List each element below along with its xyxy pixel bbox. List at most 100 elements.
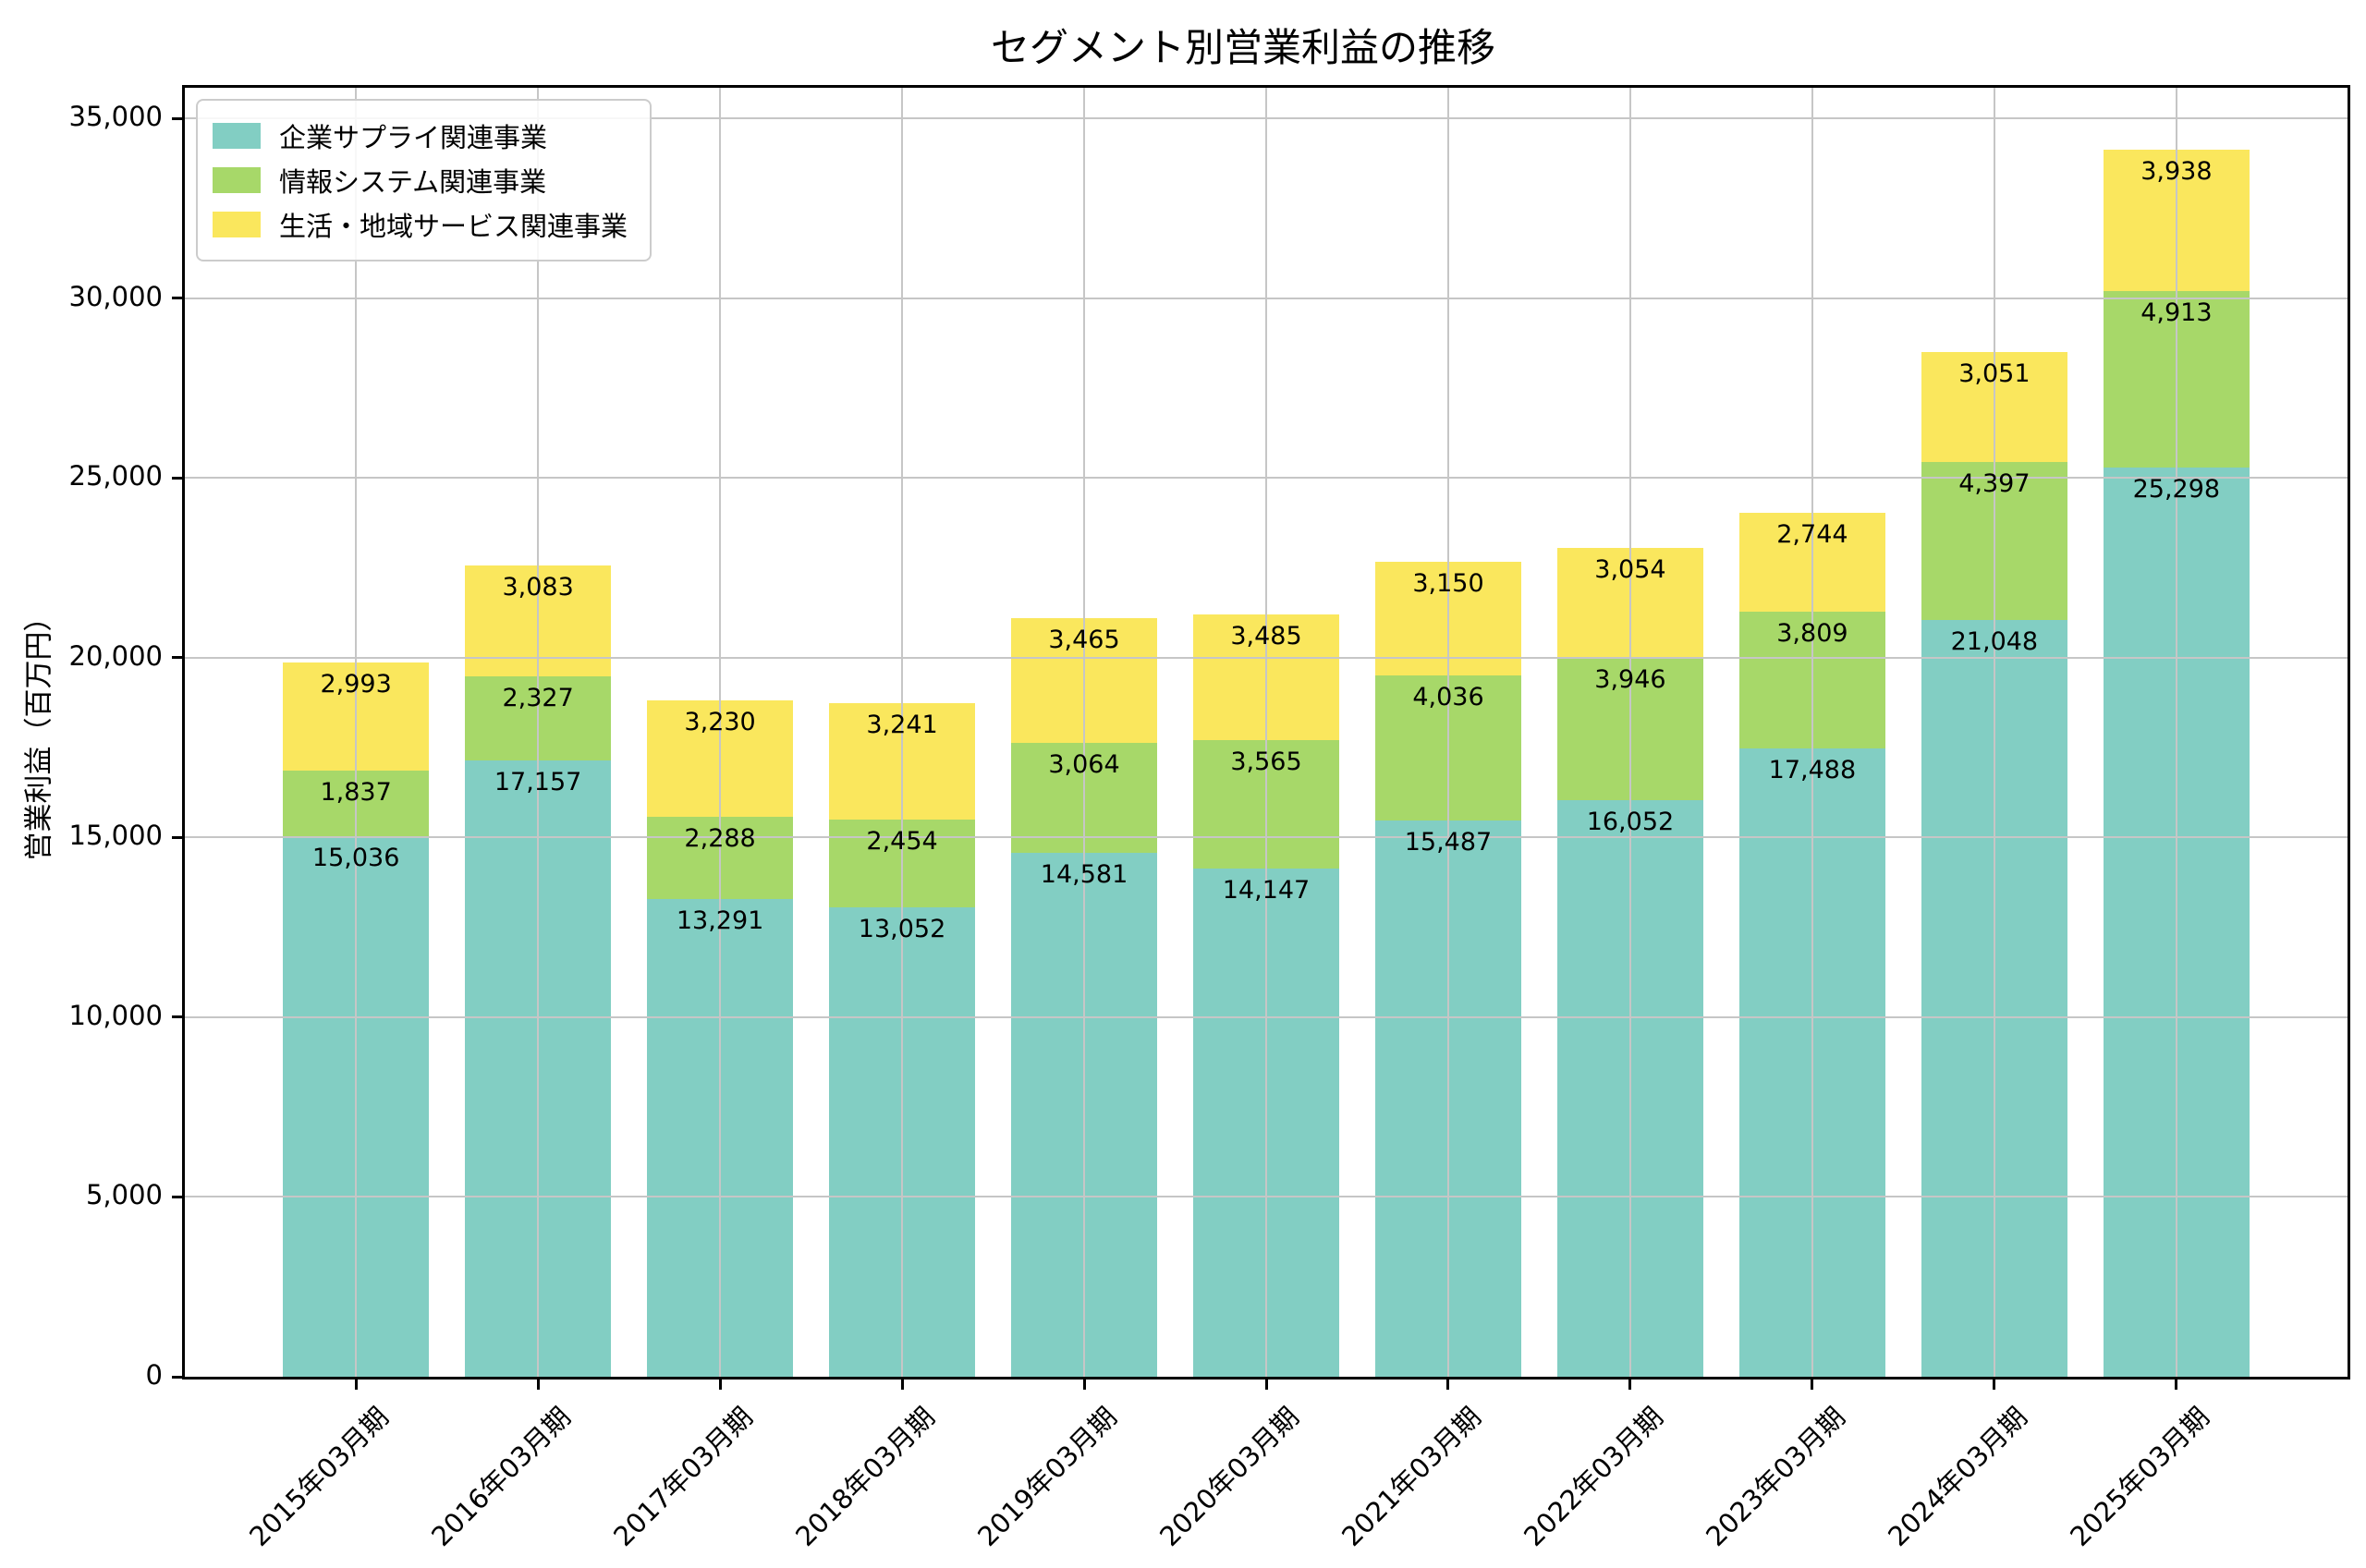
y-tick-mark	[172, 297, 185, 300]
y-tick-label: 0	[145, 1359, 163, 1391]
bar-value-label: 3,230	[684, 708, 756, 737]
bar-value-label: 3,083	[502, 573, 574, 602]
bar-value-label: 3,054	[1594, 555, 1666, 585]
y-tick-mark	[172, 1195, 185, 1198]
grid-line-vertical	[901, 88, 904, 1377]
y-tick-label: 10,000	[68, 999, 163, 1031]
y-tick-mark	[172, 1015, 185, 1019]
legend-label: 情報システム関連事業	[279, 166, 547, 198]
legend-item: 生活・地域サービス関連事業	[213, 202, 628, 247]
grid-line-horizontal	[185, 297, 2348, 299]
x-tick-label: 2022年03月期	[1518, 1401, 1670, 1553]
grid-line-horizontal	[185, 1015, 2348, 1018]
bar-value-label: 3,241	[866, 710, 938, 739]
grid-line-vertical	[1628, 88, 1631, 1377]
y-tick-mark	[172, 116, 185, 120]
bar-value-label: 25,298	[2132, 474, 2221, 504]
bar-value-label: 16,052	[1586, 807, 1675, 836]
x-tick-label: 2020年03月期	[1153, 1401, 1306, 1553]
bar-value-label: 17,488	[1768, 755, 1857, 784]
x-tick-mark	[718, 1377, 722, 1390]
legend-swatch-icon	[213, 123, 261, 149]
bar-value-label: 17,157	[494, 767, 582, 796]
bar-value-label: 3,051	[1958, 359, 2031, 389]
bar-value-label: 4,036	[1412, 682, 1484, 711]
bar-value-label: 2,454	[866, 826, 938, 856]
y-tick-mark	[172, 656, 185, 660]
bar-value-label: 3,485	[1230, 622, 1302, 651]
grid-line-vertical	[1083, 88, 1086, 1377]
chart-title: セグメント別営業利益の推移	[990, 25, 1496, 70]
bar-value-label: 1,837	[320, 777, 392, 807]
legend-label: 企業サプライ関連事業	[279, 122, 548, 153]
x-tick-mark	[1082, 1377, 1086, 1390]
bar-value-label: 14,147	[1222, 875, 1311, 905]
grid-line-horizontal	[185, 656, 2348, 659]
bar-value-label: 3,064	[1048, 749, 1120, 779]
x-tick-mark	[1264, 1377, 1268, 1390]
legend-label: 生活・地域サービス関連事業	[279, 211, 628, 242]
grid-line-horizontal	[185, 836, 2348, 839]
bar-value-label: 13,291	[676, 906, 764, 935]
legend-item: 企業サプライ関連事業	[213, 114, 628, 158]
y-tick-label: 15,000	[68, 820, 163, 852]
y-tick-mark	[172, 476, 185, 480]
bar-value-label: 14,581	[1040, 859, 1128, 889]
bar-value-label: 2,327	[502, 684, 574, 713]
grid-line-horizontal	[185, 1196, 2348, 1198]
legend: 企業サプライ関連事業 情報システム関連事業生活・地域サービス関連事業	[196, 99, 652, 261]
grid-line-vertical	[537, 88, 540, 1377]
legend-item: 情報システム関連事業	[213, 158, 628, 202]
x-tick-mark	[1993, 1377, 1996, 1390]
grid-line-vertical	[719, 88, 722, 1377]
x-tick-label: 2023年03月期	[1700, 1401, 1852, 1553]
x-tick-mark	[1446, 1377, 1450, 1390]
x-tick-label: 2025年03月期	[2064, 1401, 2216, 1553]
grid-line-vertical	[1265, 88, 1267, 1377]
y-tick-mark	[172, 835, 185, 839]
plot-area-frame	[182, 85, 2350, 1380]
x-tick-label: 2016年03月期	[425, 1401, 578, 1553]
y-tick-label: 25,000	[68, 460, 163, 492]
grid-line-vertical	[2175, 88, 2177, 1377]
bar-value-label: 15,036	[311, 844, 400, 873]
x-tick-label: 2024年03月期	[1882, 1401, 2034, 1553]
bar-value-label: 13,052	[858, 915, 946, 944]
bar-value-label: 3,946	[1594, 665, 1666, 695]
bar-value-label: 3,150	[1412, 568, 1484, 598]
grid-line-horizontal	[185, 477, 2348, 480]
y-tick-label: 30,000	[68, 280, 163, 312]
bar-value-label: 15,487	[1404, 827, 1493, 857]
bar-value-label: 21,048	[1950, 627, 2039, 657]
grid-line-horizontal	[185, 117, 2348, 120]
x-tick-mark	[1628, 1377, 1632, 1390]
x-tick-mark	[900, 1377, 904, 1390]
x-tick-mark	[1811, 1377, 1814, 1390]
y-tick-label: 5,000	[85, 1179, 163, 1211]
legend-swatch-icon	[213, 212, 261, 237]
grid-line-vertical	[1446, 88, 1449, 1377]
bar-value-label: 2,993	[320, 670, 392, 699]
y-tick-label: 35,000	[68, 101, 163, 133]
legend-swatch-icon	[213, 167, 261, 193]
x-tick-label: 2017年03月期	[607, 1401, 760, 1553]
bar-value-label: 3,809	[1776, 618, 1848, 648]
x-tick-mark	[536, 1377, 540, 1390]
x-tick-label: 2015年03月期	[243, 1401, 396, 1553]
bar-value-label: 2,744	[1776, 519, 1848, 549]
bar-value-label: 2,288	[684, 823, 756, 853]
y-tick-mark	[172, 1375, 185, 1379]
bar-value-label: 4,397	[1958, 469, 2031, 499]
bar-value-label: 3,938	[2140, 156, 2213, 186]
x-tick-mark	[354, 1377, 358, 1390]
x-tick-label: 2021年03月期	[1335, 1401, 1488, 1553]
x-tick-label: 2018年03月期	[789, 1401, 942, 1553]
grid-line-vertical	[1993, 88, 1995, 1377]
x-tick-mark	[2175, 1377, 2178, 1390]
bar-value-label: 4,913	[2140, 298, 2213, 327]
bar-value-label: 3,565	[1230, 747, 1302, 776]
grid-line-vertical	[355, 88, 358, 1377]
grid-line-vertical	[1811, 88, 1813, 1377]
y-tick-label: 20,000	[68, 639, 163, 672]
